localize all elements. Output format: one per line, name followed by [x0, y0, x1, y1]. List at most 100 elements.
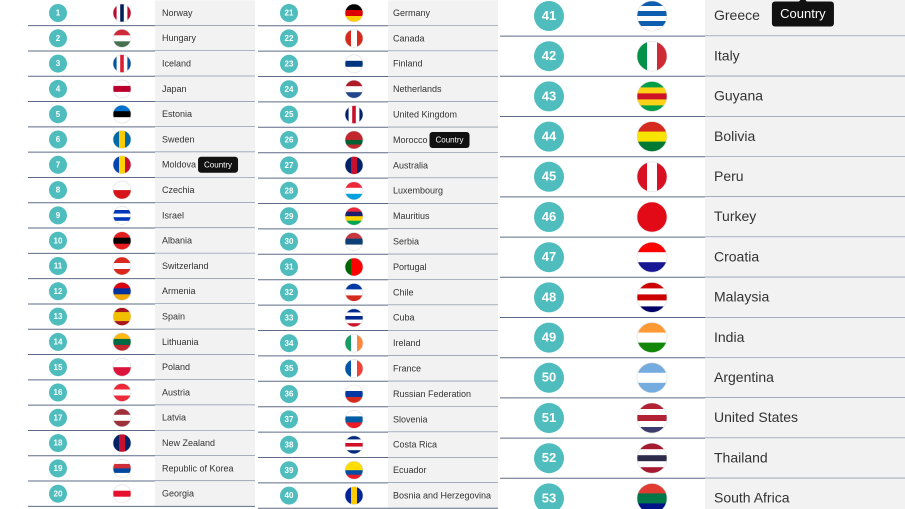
flag-outline — [112, 180, 132, 200]
flag-outline — [636, 402, 668, 434]
flag-stripe — [119, 434, 126, 453]
flag-stripe — [637, 415, 667, 422]
flag-stripe — [113, 85, 131, 93]
flag-stripe — [113, 190, 131, 200]
name-cell — [155, 126, 255, 153]
country-name: Germany — [393, 8, 431, 18]
flag-stripe — [357, 258, 363, 276]
rank-badge — [280, 385, 298, 403]
country-name: Croatia — [714, 248, 759, 264]
rank-number: 52 — [542, 450, 556, 465]
rank-number: 7 — [56, 160, 61, 169]
flag-stripe — [637, 282, 667, 289]
ranking-row: 42 Italy — [500, 36, 905, 77]
country-name: Chile — [393, 287, 414, 297]
flag-stripe — [113, 210, 131, 214]
rank-badge — [280, 486, 298, 505]
ranking-row: 16 Austria — [28, 379, 255, 406]
flag-stripe — [345, 193, 363, 200]
rank-badge — [534, 121, 564, 152]
flag-stripe — [119, 130, 126, 149]
flag-stripe — [127, 4, 131, 22]
rank-badge — [534, 322, 564, 353]
flag-outline — [344, 130, 364, 150]
country-name: Netherlands — [393, 84, 442, 94]
flag-stripe — [113, 468, 131, 474]
flag-outline — [112, 281, 132, 301]
country-name: Portugal — [393, 262, 427, 272]
rank-badge — [534, 362, 564, 393]
flag-stripe — [345, 416, 363, 423]
flag-icon — [345, 486, 363, 505]
country-name: Israel — [162, 210, 184, 220]
flag-stripe — [113, 35, 131, 42]
flag-icon — [637, 121, 667, 152]
flag-stripe — [637, 262, 667, 273]
country-name: Mauritius — [393, 211, 430, 221]
tooltip-text: Country — [204, 160, 232, 169]
flag-stripe — [113, 321, 131, 326]
rank-badge — [49, 358, 67, 377]
flag-icon — [345, 4, 363, 22]
flag-outline — [344, 79, 364, 99]
name-cell — [388, 355, 498, 382]
rank-badge — [280, 359, 298, 378]
flag-stripe — [637, 443, 667, 450]
flag-stripe — [113, 269, 131, 275]
rank-badge — [49, 54, 67, 73]
country-name: New Zealand — [162, 438, 215, 448]
rank-badge — [280, 156, 298, 175]
name-cell — [388, 101, 498, 128]
flag-stripe — [113, 358, 131, 368]
tooltip: Country — [429, 132, 470, 148]
flag-stripe — [637, 141, 667, 152]
flag-stripe — [345, 4, 363, 11]
flag-outline — [636, 282, 668, 313]
flag-icon — [637, 161, 667, 192]
flag-icon — [345, 80, 363, 99]
flag-outline — [344, 384, 364, 404]
flag-stripe — [351, 156, 358, 175]
flag-stripe — [345, 450, 363, 454]
country-name: Thailand — [714, 449, 768, 465]
name-cell — [155, 50, 255, 77]
name-cell — [705, 357, 905, 398]
flag-stripe — [637, 449, 667, 456]
flag-icon — [345, 232, 363, 251]
flag-icon — [637, 282, 667, 313]
flag-outline — [344, 359, 364, 378]
country-name: Finland — [393, 59, 423, 69]
flag-icon — [113, 155, 131, 174]
flag-stripe — [120, 4, 125, 22]
rank-number: 17 — [54, 413, 63, 422]
flag-icon — [637, 41, 667, 72]
flag-icon — [345, 131, 363, 149]
flag-stripe — [345, 105, 349, 124]
flag-stripe — [113, 383, 131, 390]
flag-icon — [345, 334, 363, 353]
country-name: United Kingdom — [393, 109, 457, 119]
flag-stripe — [657, 41, 667, 72]
flag-icon — [345, 258, 363, 276]
flag-stripe — [113, 414, 131, 422]
rank-number: 34 — [285, 339, 294, 348]
flag-icon — [113, 332, 131, 351]
rank-number: 25 — [285, 110, 294, 119]
rank-badge — [534, 202, 564, 232]
country-name: Bosnia and Herzegovina — [393, 490, 491, 500]
flag-stripe — [345, 439, 363, 444]
ranking-row: 39 Ecuador — [258, 457, 498, 484]
flag-stripe — [637, 202, 667, 218]
rank-number: 15 — [54, 363, 63, 372]
rank-number: 33 — [285, 313, 294, 322]
flag-stripe — [125, 155, 131, 174]
flag-stripe — [113, 395, 131, 402]
country-name: Bolivia — [714, 128, 755, 144]
flag-stripe — [345, 435, 363, 440]
flag-stripe — [113, 282, 131, 289]
country-name: Turkey — [714, 208, 756, 224]
flag-stripe — [637, 503, 667, 509]
flag-outline — [112, 484, 132, 504]
flag-outline — [636, 161, 668, 193]
